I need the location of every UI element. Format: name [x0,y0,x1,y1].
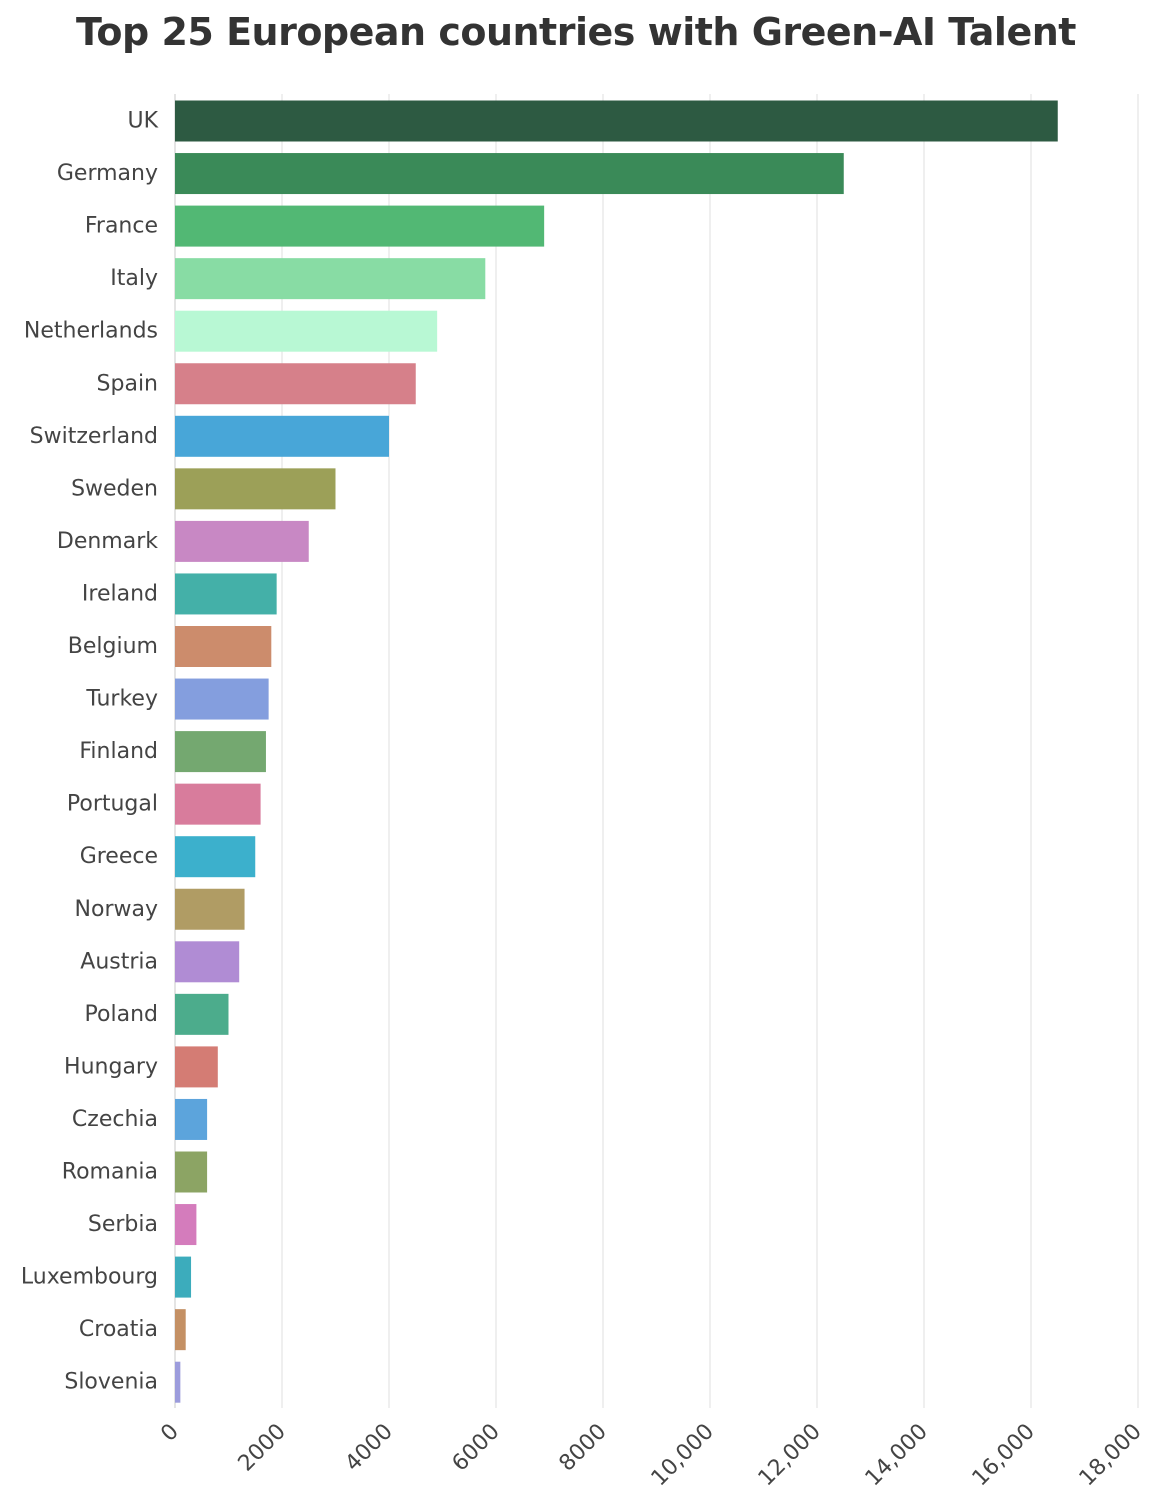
category-label-uk: UK [127,109,158,134]
x-tick-label-8000: 8000 [555,1419,612,1476]
bar-switzerland [175,415,389,457]
category-labels: UK Germany France Italy Netherlands Spain Swit… [21,109,159,1395]
category-label-portugal: Portugal [67,792,158,817]
x-tick-label-0: 0 [156,1419,184,1447]
bar-belgium [175,626,272,667]
bar-denmark [175,520,309,562]
category-label-czechia: Czechia [72,1107,158,1132]
category-label-romania: Romania [62,1160,158,1185]
x-tick-label-16000: 16,000 [968,1419,1040,1491]
x-tick-label-14000: 14,000 [861,1419,933,1491]
bar-ireland [175,573,277,615]
category-label-germany: Germany [57,161,158,186]
bar-serbia [175,1204,197,1246]
bar-czechia [175,1098,208,1140]
bar-italy [175,258,486,300]
category-label-finland: Finland [79,739,158,764]
category-label-spain: Spain [97,371,158,396]
x-tick-label-18000: 18,000 [1075,1419,1147,1491]
category-label-luxembourg: Luxembourg [21,1265,158,1290]
category-label-belgium: Belgium [68,634,158,659]
bar-poland [175,993,229,1035]
category-label-norway: Norway [75,897,158,922]
bar-sweden [175,468,336,510]
category-label-hungary: Hungary [64,1054,158,1079]
bar-turkey [175,678,269,720]
bar-germany [175,153,844,195]
category-label-greece: Greece [80,844,158,869]
x-tick-label-4000: 4000 [341,1419,398,1476]
x-tick-label-6000: 6000 [448,1419,505,1476]
bar-slovenia [175,1361,181,1403]
x-tick-label-12000: 12,000 [754,1419,826,1491]
category-label-italy: Italy [110,266,158,291]
category-label-slovenia: Slovenia [64,1370,158,1395]
category-label-austria: Austria [80,949,158,974]
x-tick-label-10000: 10,000 [647,1419,719,1491]
bar-romania [175,1151,208,1193]
category-label-poland: Poland [85,1002,158,1027]
category-label-serbia: Serbia [88,1212,158,1237]
bar-luxembourg [175,1256,192,1298]
category-label-switzerland: Switzerland [30,424,158,449]
bar-spain [175,363,416,405]
bar-portugal [175,783,261,825]
bar-hungary [175,1046,218,1088]
category-label-turkey: Turkey [85,687,158,712]
bar-croatia [175,1309,186,1351]
category-label-sweden: Sweden [71,476,158,501]
bar-norway [175,888,245,930]
bar-netherlands [175,310,438,352]
category-label-denmark: Denmark [57,529,158,554]
x-axis-tick-labels: 0 2000 4000 6000 8000 10,000 12,000 14,000 16,00… [156,1419,1147,1491]
bar-greece [175,836,256,878]
x-tick-label-2000: 2000 [234,1419,291,1476]
bar-france [175,205,545,247]
chart-title: Top 25 European countries with Green-AI … [76,10,1076,54]
bars [175,100,1058,1403]
category-label-france: France [85,214,158,239]
bar-finland [175,731,266,773]
category-label-croatia: Croatia [79,1317,158,1342]
bar-austria [175,941,240,983]
category-label-netherlands: Netherlands [24,319,158,344]
bar-uk [175,100,1058,142]
category-label-ireland: Ireland [82,581,158,606]
